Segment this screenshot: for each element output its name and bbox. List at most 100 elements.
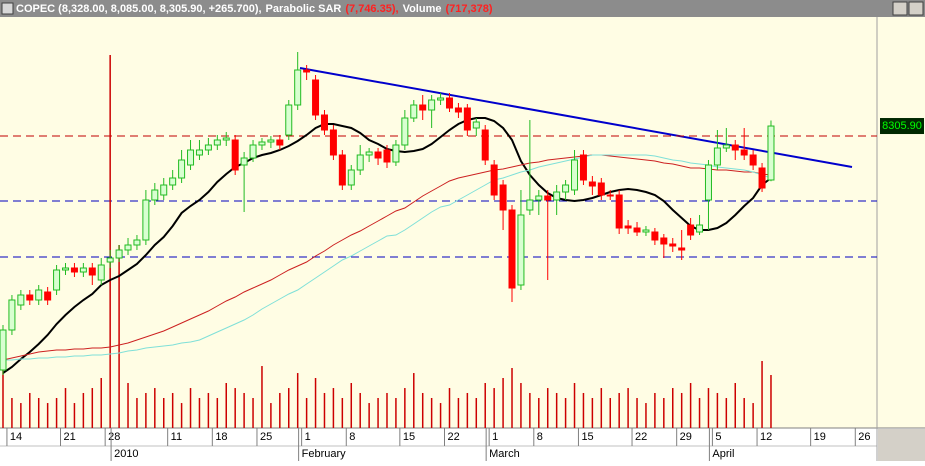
candle-body xyxy=(472,121,480,129)
candle-body xyxy=(767,125,775,181)
candle-body xyxy=(749,154,757,166)
x-axis-area xyxy=(0,428,925,461)
candle-body xyxy=(535,195,543,201)
candle-body xyxy=(687,224,695,236)
candle-body xyxy=(401,117,409,146)
candle-body xyxy=(633,227,641,233)
candle-body xyxy=(133,239,141,246)
candle-body xyxy=(285,104,293,136)
candle-body xyxy=(713,147,721,166)
candle-body xyxy=(347,169,355,186)
candle-body xyxy=(481,129,489,161)
x-tick-label: 11 xyxy=(171,431,182,443)
close-button[interactable] xyxy=(908,1,924,16)
candle-body xyxy=(35,289,43,301)
candle-body xyxy=(88,267,96,276)
x-tick-label: 22 xyxy=(635,431,647,443)
candle-body xyxy=(222,137,230,141)
candle-body xyxy=(669,243,677,247)
x-tick-label: 15 xyxy=(403,431,415,443)
x-tick-label: 22 xyxy=(448,431,460,443)
x-tick-label: 15 xyxy=(581,431,593,443)
ma-line xyxy=(3,154,772,361)
x-tick-label: 14 xyxy=(10,431,22,443)
indicator-name: Volume xyxy=(403,3,442,15)
ma-line xyxy=(2,154,772,361)
candle-body xyxy=(320,114,328,131)
candle-body xyxy=(571,159,579,191)
candle-body xyxy=(53,269,61,291)
candle-body xyxy=(44,291,52,301)
candle-body xyxy=(62,267,70,271)
candle-body xyxy=(267,139,275,143)
candle-body xyxy=(374,151,382,159)
candle-body xyxy=(97,264,105,281)
candle-body xyxy=(213,139,221,146)
window-icon xyxy=(1,2,14,15)
candle-body xyxy=(70,267,78,273)
candle-body xyxy=(615,194,623,229)
last-value-label: 8305.90 xyxy=(882,120,922,132)
x-tick-label: 21 xyxy=(64,431,76,443)
x-tick-label: 19 xyxy=(814,431,826,443)
month-label: April xyxy=(712,448,734,460)
candle-body xyxy=(365,151,373,156)
candle-body xyxy=(204,144,212,151)
candle-body xyxy=(294,69,302,106)
candle-body xyxy=(624,225,632,229)
candle-body xyxy=(731,144,739,151)
candle-body xyxy=(258,141,266,146)
candle-body xyxy=(178,159,186,179)
candle-body xyxy=(249,144,257,159)
restore-button[interactable] xyxy=(892,1,908,16)
candle-body xyxy=(696,224,704,233)
x-tick-label: 28 xyxy=(108,431,120,443)
candle-body xyxy=(579,154,587,181)
candle-body xyxy=(240,157,248,166)
candle-body xyxy=(303,69,311,73)
candle-body xyxy=(463,107,471,131)
candle-body xyxy=(26,294,34,301)
candle-body xyxy=(562,184,570,193)
x-tick-label: 1 xyxy=(305,431,311,443)
corner-box xyxy=(878,429,925,461)
candle-body xyxy=(508,209,516,289)
candle-body xyxy=(660,237,668,245)
title: COPEC (8,328.00, 8,085.00, 8,305.90, +26… xyxy=(16,3,262,15)
candle-body xyxy=(79,267,87,273)
candle-body xyxy=(151,189,159,201)
candle-body xyxy=(651,231,659,241)
x-tick-label: 8 xyxy=(537,431,543,443)
candle-body xyxy=(606,194,614,197)
candle-body xyxy=(142,199,150,241)
candle-body xyxy=(392,144,400,163)
candle-body xyxy=(553,191,561,201)
x-tick-label: 18 xyxy=(215,431,227,443)
indicator-name: Parabolic SAR xyxy=(266,3,342,15)
trendline xyxy=(299,67,853,168)
candle-body xyxy=(329,129,337,156)
month-label: March xyxy=(489,448,520,460)
candle-body xyxy=(0,329,7,371)
candle-body xyxy=(419,104,427,111)
candle-body xyxy=(722,144,730,149)
candle-body xyxy=(160,184,168,196)
candle-body xyxy=(758,167,766,189)
candle-body xyxy=(446,97,453,109)
candle-body xyxy=(187,149,195,166)
indicator-value: (717,378) xyxy=(445,3,492,15)
candle-body xyxy=(276,139,284,146)
candle-body xyxy=(338,154,346,186)
candle-body xyxy=(115,249,123,259)
candle-body xyxy=(17,294,25,306)
x-tick-label: 5 xyxy=(715,431,721,443)
x-tick-label: 8 xyxy=(349,431,355,443)
candle-body xyxy=(437,97,445,101)
candle-body xyxy=(428,99,436,111)
candle-body xyxy=(597,182,605,196)
candle-body xyxy=(231,139,239,171)
candle-body xyxy=(312,79,320,116)
